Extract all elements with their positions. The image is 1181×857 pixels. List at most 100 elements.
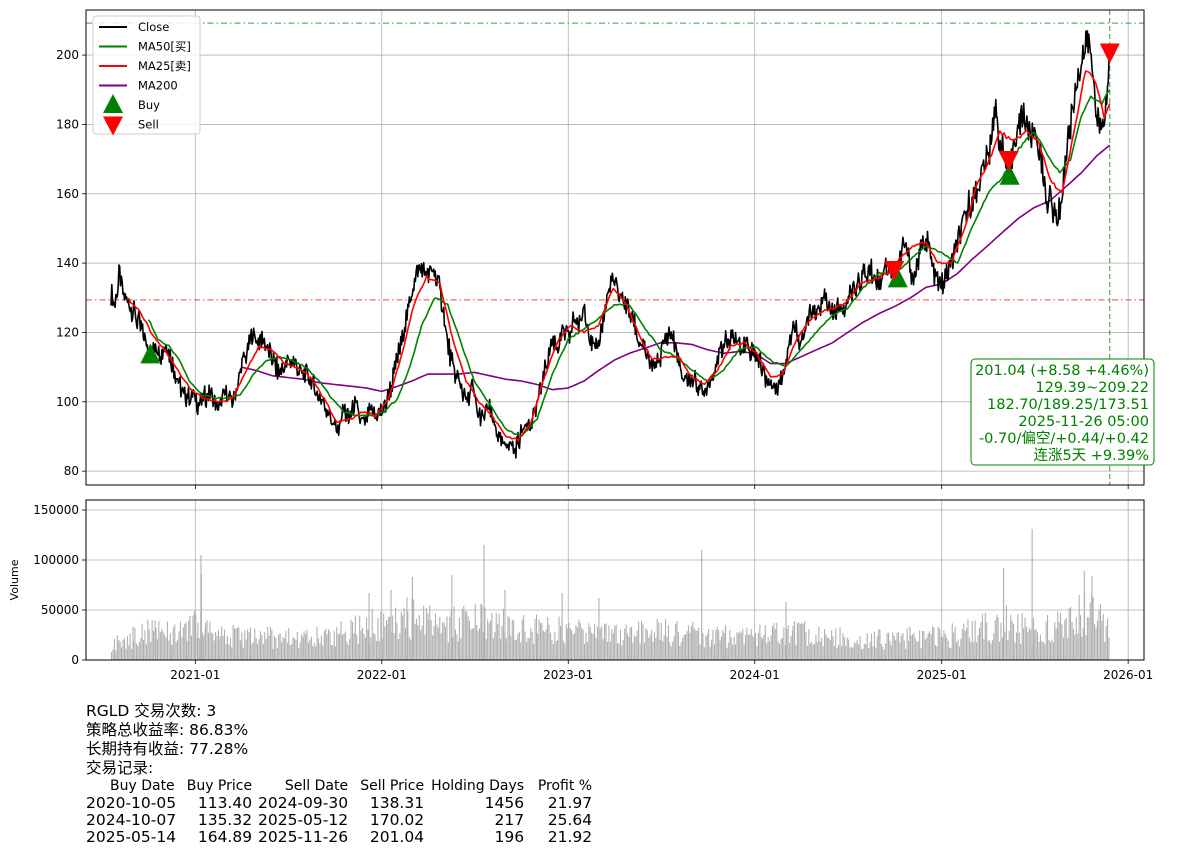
volume-bar [1092, 597, 1094, 660]
volume-bar [545, 629, 547, 660]
volume-bar [410, 639, 412, 660]
volume-bar [641, 620, 643, 660]
volume-bar [816, 641, 818, 660]
volume-bar [643, 642, 645, 660]
volume-bar [178, 631, 180, 660]
volume-bar [856, 640, 858, 660]
volume-bar [1067, 638, 1069, 660]
volume-bar [779, 643, 781, 660]
x-tick-label: 2023-01 [543, 668, 593, 682]
volume-bar [213, 640, 215, 660]
volume-bar [875, 647, 877, 660]
volume-bar [327, 629, 329, 660]
col-profit: Profit % [537, 778, 593, 794]
volume-bar [841, 645, 843, 660]
volume-bar [739, 631, 741, 660]
volume-bar [197, 622, 199, 660]
volume-bar [301, 634, 303, 660]
volume-bar [964, 631, 966, 660]
volume-bar [981, 614, 983, 660]
volume-bar [218, 639, 220, 660]
volume-bar [716, 626, 718, 660]
volume-bar [569, 628, 571, 660]
volume-bar [508, 617, 510, 660]
volume-bar [947, 640, 949, 660]
volume-bar [244, 630, 246, 660]
volume-bar [319, 643, 321, 660]
info-line: 182.70/189.25/173.51 [987, 397, 1149, 413]
volume-bar [727, 642, 729, 660]
volume-bar [153, 631, 155, 660]
volume-bar [334, 646, 336, 660]
volume-bar [895, 639, 897, 660]
volume-bar [267, 626, 269, 660]
volume-bar [1074, 634, 1076, 660]
volume-bar [533, 643, 535, 660]
volume-bar [112, 649, 114, 660]
volume-bar [970, 642, 972, 660]
volume-bar [492, 638, 494, 660]
volume-bar [846, 637, 848, 660]
volume-bar [429, 605, 431, 660]
volume-bar [1027, 631, 1029, 660]
volume-bar [584, 643, 586, 660]
volume-bar [990, 643, 992, 660]
volume-bar [364, 637, 366, 660]
volume-bar [866, 633, 868, 660]
x-tick-label: 2026-01 [1103, 668, 1153, 682]
volume-bar [589, 627, 591, 660]
volume-bar [572, 634, 574, 660]
volume-bar [849, 647, 851, 660]
info-line: 2025-11-26 05:00 [1018, 414, 1149, 430]
volume-bar [677, 632, 679, 660]
volume-bar [189, 615, 191, 660]
volume-bar [1049, 642, 1051, 660]
volume-bar [799, 624, 801, 660]
legend-label: Buy [138, 98, 160, 112]
volume-bar [371, 608, 373, 660]
volume-bar [790, 635, 792, 660]
volume-bar [405, 628, 407, 660]
volume-bar [1025, 626, 1027, 660]
volume-bar [193, 611, 195, 660]
info-line: -0.70/偏空/+0.44/+0.42 [979, 430, 1149, 447]
volume-bar [713, 644, 715, 660]
volume-bar [930, 634, 932, 660]
volume-bar [245, 639, 247, 660]
volume-bar [171, 645, 173, 660]
volume-bar [666, 636, 668, 660]
volume-bar [773, 623, 775, 660]
volume-bar [619, 630, 621, 660]
volume-bar [343, 633, 345, 660]
volume-bar [190, 635, 192, 660]
volume-bar [411, 577, 413, 660]
volume-bar [150, 642, 152, 660]
volume-bar [209, 621, 211, 660]
stats-buy-hold-return: 长期持有收益: 77.28% [86, 740, 249, 758]
volume-bar [971, 621, 973, 660]
volume-bar [642, 624, 644, 660]
volume-bar [222, 636, 224, 660]
legend-label: MA50[买] [138, 40, 191, 54]
volume-bar [1052, 642, 1054, 660]
volume-bar [869, 641, 871, 660]
trade-row: 2025-05-14 164.89 2025-11-26 201.04 196 21.92 [86, 829, 596, 846]
volume-bar [880, 644, 882, 660]
price-frame [85, 9, 1145, 486]
volume-bar [466, 611, 468, 660]
volume-bar [737, 633, 739, 660]
volume-bar [755, 632, 757, 660]
volume-bar [363, 634, 365, 660]
volume-bar [592, 634, 594, 660]
volume-bar [333, 631, 335, 660]
volume-bar [541, 623, 543, 660]
volume-bar [787, 625, 789, 660]
volume-bar [883, 649, 885, 660]
trade-cell: 201.04 [369, 828, 425, 846]
volume-bar [798, 622, 800, 660]
volume-bar [622, 639, 624, 660]
volume-y-tick-label: 150000 [33, 503, 79, 517]
volume-bar [497, 624, 499, 660]
volume-bar [175, 642, 177, 660]
volume-bar [1042, 641, 1044, 660]
